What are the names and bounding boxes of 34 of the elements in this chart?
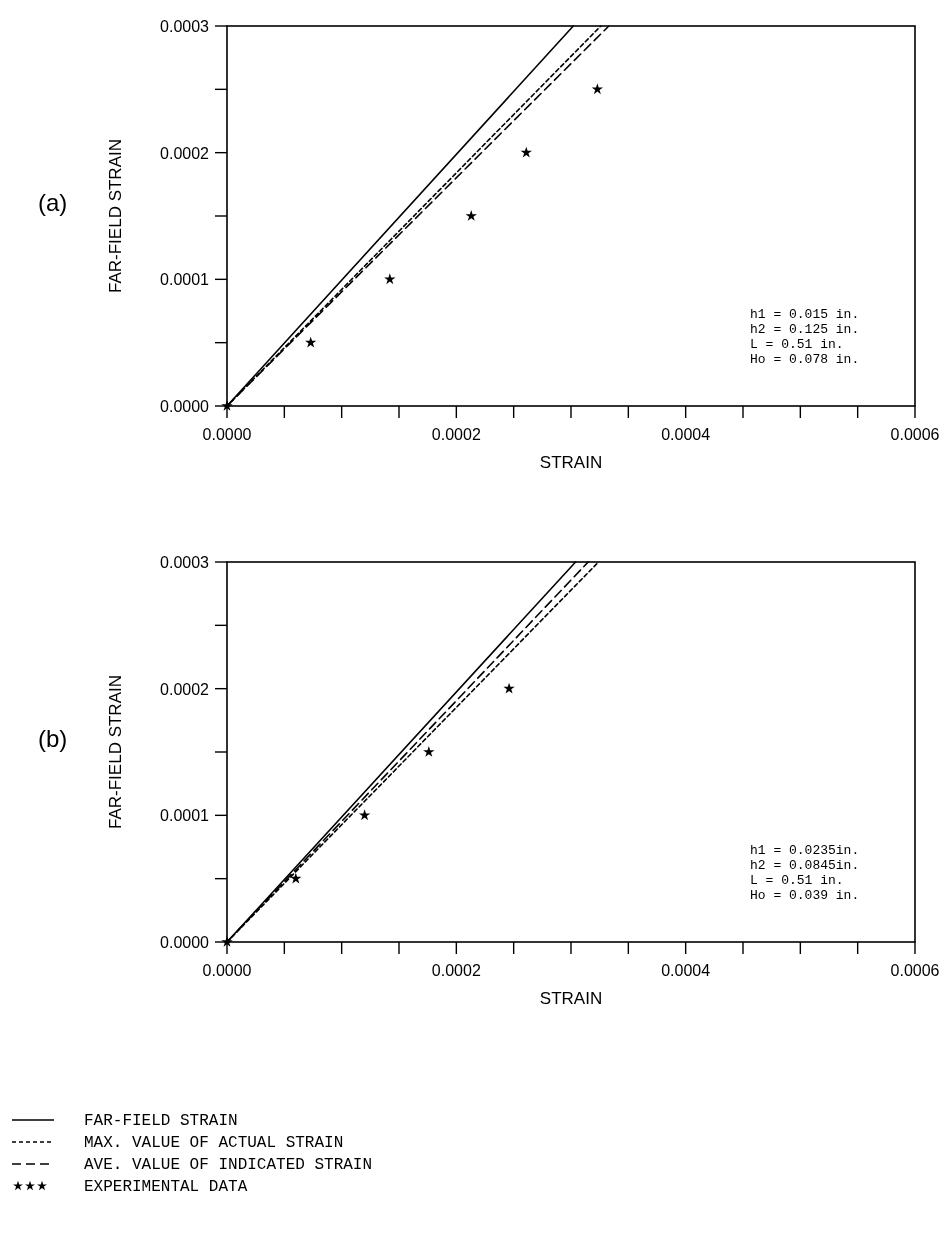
legend-label: MAX. VALUE OF ACTUAL STRAIN: [84, 1134, 344, 1152]
x-tick-label: 0.0004: [661, 426, 711, 443]
annotation: h1 = 0.015 in.: [750, 307, 860, 322]
annotation: Ho = 0.039 in.: [750, 888, 860, 903]
annotation: L = 0.51 in.: [750, 337, 844, 352]
x-tick-label: 0.0006: [890, 962, 940, 979]
y-tick-label: 0.0001: [160, 807, 210, 825]
y-axis-title: FAR-FIELD STRAIN: [106, 139, 125, 293]
x-tick-label: 0.0002: [431, 962, 481, 979]
y-tick-label: 0.0002: [160, 680, 210, 698]
y-tick-label: 0.0003: [160, 18, 210, 35]
x-axis-title: STRAIN: [539, 989, 603, 1008]
text: (b): [38, 725, 68, 752]
y-tick-label: 0.0003: [160, 554, 210, 571]
annotation: h1 = 0.0235in.: [750, 843, 860, 858]
text: (a): [38, 189, 68, 216]
x-tick-label: 0.0004: [661, 962, 711, 979]
annotation: L = 0.51 in.: [750, 873, 844, 888]
annotation: h2 = 0.0845in.: [750, 858, 860, 873]
y-tick-label: 0.0002: [160, 144, 210, 162]
annotation: Ho = 0.078 in.: [750, 352, 860, 367]
x-tick-label: 0.0000: [202, 426, 252, 443]
x-axis-title: STRAIN: [539, 453, 603, 472]
legend-label: EXPERIMENTAL DATA: [84, 1178, 248, 1196]
annotation: h2 = 0.125 in.: [750, 322, 860, 337]
x-tick-label: 0.0006: [890, 426, 940, 443]
y-tick-label: 0.0000: [160, 398, 210, 415]
y-tick-label: 0.0000: [160, 934, 210, 951]
x-tick-label: 0.0000: [202, 962, 252, 979]
y-axis-title: FAR-FIELD STRAIN: [106, 675, 125, 829]
legend-label: AVE. VALUE OF INDICATED STRAIN: [84, 1156, 373, 1174]
y-tick-label: 0.0001: [160, 271, 210, 289]
legend-label: FAR-FIELD STRAIN: [84, 1112, 238, 1130]
x-tick-label: 0.0002: [431, 426, 481, 443]
